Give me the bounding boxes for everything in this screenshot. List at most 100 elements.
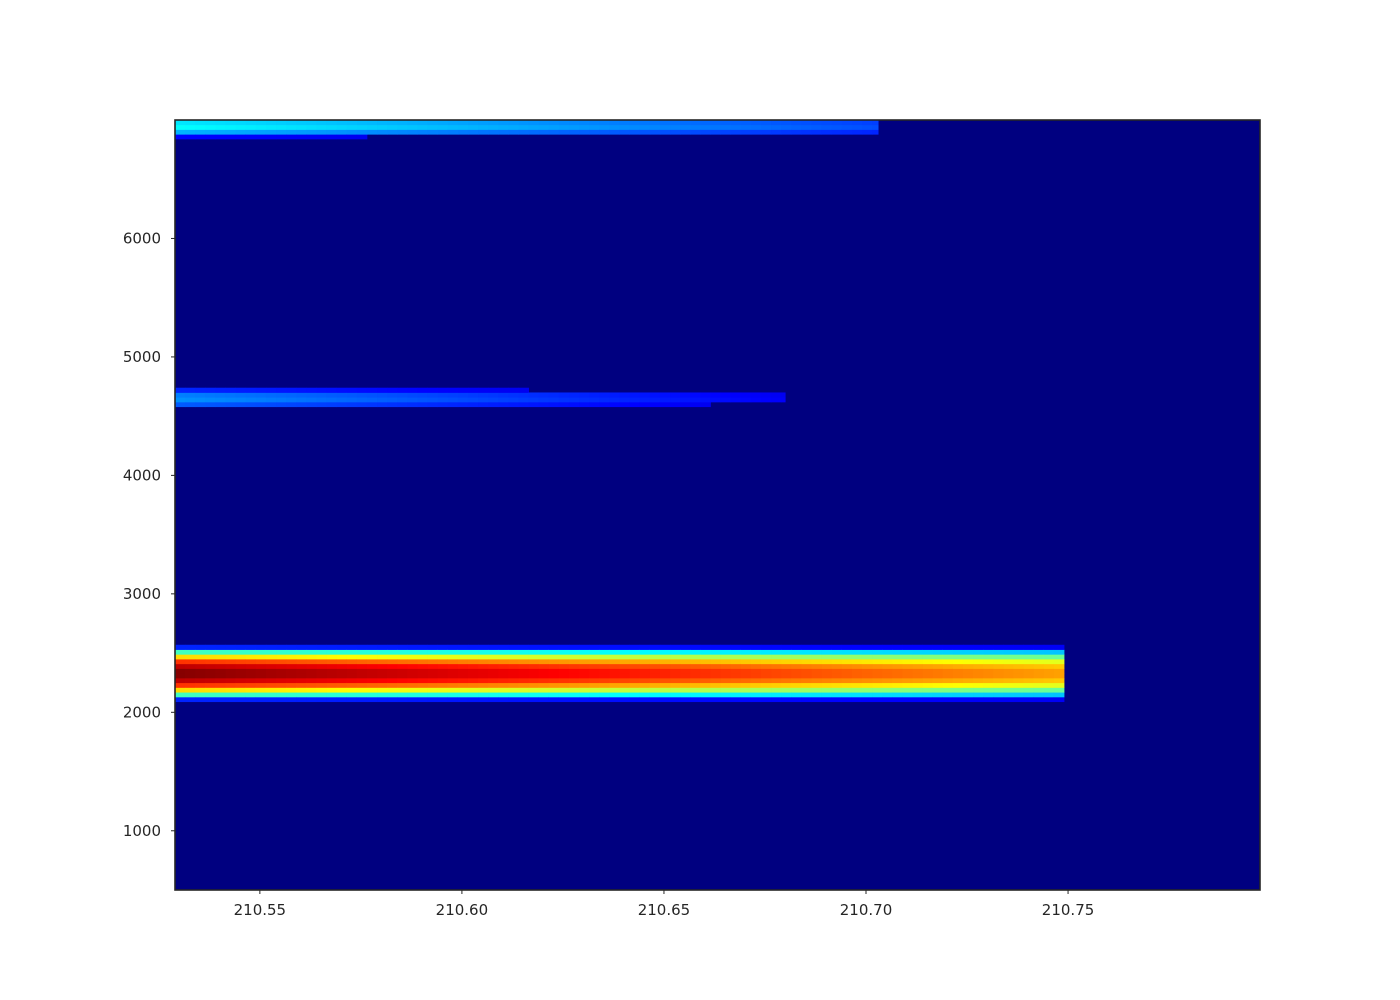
heatmap-cell [558, 401, 570, 408]
heatmap-cell [1043, 644, 1055, 650]
heatmap-cell [407, 124, 418, 130]
heatmap-cell [205, 687, 216, 693]
heatmap-cell [649, 120, 661, 126]
heatmap-cell [478, 401, 489, 408]
heatmap-cell [417, 663, 428, 669]
heatmap-cell [771, 124, 782, 130]
heatmap-cell [498, 397, 509, 403]
heatmap-cell [680, 401, 691, 408]
heatmap-cell [346, 124, 358, 130]
heatmap-cell [407, 673, 418, 679]
heatmap-cell [286, 644, 297, 650]
heatmap-cell [1003, 696, 1014, 703]
heatmap-cell [296, 649, 307, 655]
heatmap-cell [296, 659, 307, 665]
heatmap-cell [447, 401, 459, 408]
heatmap-cell [700, 673, 711, 679]
heatmap-cell [841, 124, 853, 130]
heatmap-cell [659, 692, 671, 698]
heatmap-cell [740, 673, 752, 679]
heatmap-cell [771, 696, 782, 703]
heatmap-cell [356, 120, 368, 126]
heatmap-cell [942, 692, 954, 698]
heatmap-cell [831, 124, 843, 130]
heatmap-cell [417, 401, 428, 408]
heatmap-cell [205, 120, 216, 126]
heatmap-cell [498, 677, 509, 684]
heatmap-cell [821, 687, 833, 693]
heatmap-cell [175, 392, 186, 398]
heatmap-cell [518, 120, 529, 126]
heatmap-cell [215, 397, 226, 403]
heatmap-cell [882, 668, 893, 674]
heatmap-cell [791, 696, 802, 703]
heatmap-cell [457, 120, 469, 126]
heatmap-cell [659, 687, 671, 693]
heatmap-cell [356, 397, 368, 403]
heatmap-cell [659, 124, 671, 130]
heatmap-cell [548, 682, 560, 688]
heatmap-cell [609, 673, 620, 679]
heatmap-cell [255, 401, 267, 408]
heatmap-cell [316, 120, 327, 126]
heatmap-cell [690, 120, 701, 126]
heatmap-cell [771, 677, 782, 684]
heatmap-cell [427, 649, 439, 655]
heatmap-cell [811, 673, 822, 679]
heatmap-cell [579, 668, 590, 674]
heatmap-cell [952, 668, 964, 674]
heatmap-cell [175, 649, 186, 655]
heatmap-cell [760, 687, 772, 693]
heatmap-cell [1023, 692, 1035, 698]
heatmap-cell [336, 649, 348, 655]
heatmap-cell [801, 129, 812, 135]
heatmap-cell [872, 673, 883, 679]
heatmap-cell [427, 401, 439, 408]
heatmap-cell [377, 401, 388, 408]
heatmap-cell [670, 120, 681, 126]
heatmap-cell [720, 696, 732, 703]
heatmap-cell [498, 387, 509, 393]
heatmap-cell [366, 644, 378, 650]
heatmap-cell [690, 401, 701, 408]
heatmap-cell [690, 692, 701, 698]
heatmap-cell [417, 692, 428, 698]
heatmap-cell [377, 668, 388, 674]
heatmap-cell [1023, 682, 1035, 688]
heatmap-cell [326, 673, 338, 679]
heatmap-cell [417, 124, 428, 130]
heatmap-cell [387, 654, 398, 660]
heatmap-cell [811, 120, 822, 126]
heatmap-cell [851, 129, 863, 135]
heatmap-cell [579, 392, 590, 398]
heatmap-cell [488, 673, 499, 679]
heatmap-cell [962, 673, 974, 679]
heatmap-cell [397, 397, 408, 403]
heatmap-cell [1013, 654, 1024, 660]
heatmap-cell [548, 397, 560, 403]
heatmap-cell [528, 663, 540, 669]
heatmap-cell [276, 120, 287, 126]
heatmap-cell [599, 677, 610, 684]
heatmap-cell [659, 392, 671, 398]
heatmap-cell [215, 392, 226, 398]
heatmap-cell [417, 677, 428, 684]
heatmap-cell [427, 663, 439, 669]
heatmap-cell [791, 644, 802, 650]
heatmap-cell [306, 397, 317, 403]
heatmap-cell [821, 696, 833, 703]
heatmap-cell [316, 134, 327, 140]
heatmap-cell [457, 401, 469, 408]
heatmap-cell [942, 663, 954, 669]
heatmap-cell [942, 654, 954, 660]
heatmap-cell [609, 668, 620, 674]
heatmap-cell [962, 687, 974, 693]
heatmap-cell [882, 649, 893, 655]
heatmap-cell [478, 668, 489, 674]
heatmap-cell [478, 120, 489, 126]
heatmap-cell [912, 663, 923, 669]
heatmap-cell [993, 673, 1004, 679]
heatmap-cell [447, 663, 459, 669]
heatmap-cell [407, 668, 418, 674]
heatmap-cell [235, 687, 247, 693]
